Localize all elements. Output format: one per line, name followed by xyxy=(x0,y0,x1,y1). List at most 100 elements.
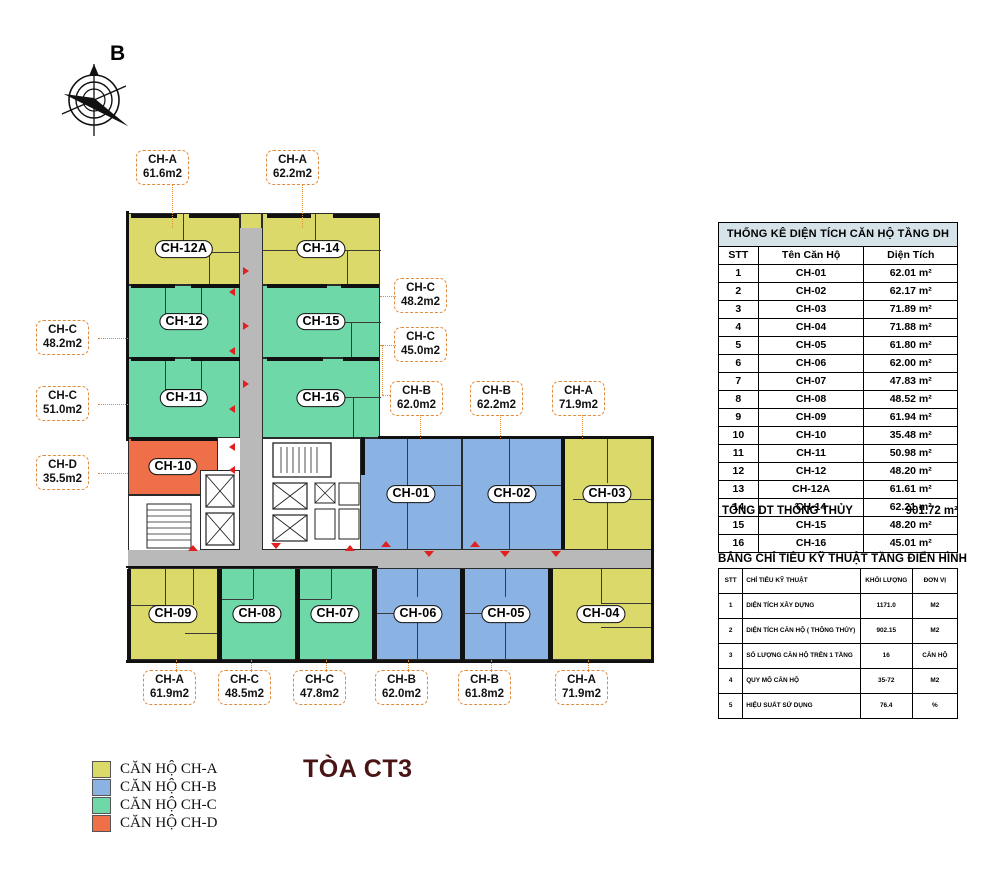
cell-area: 62.17 m² xyxy=(863,282,958,301)
callout-area: 61.9m2 xyxy=(150,688,190,701)
callout-type: CH-B xyxy=(402,385,431,397)
callout-area: 62.0m2 xyxy=(382,688,422,701)
callout-area: 45.0m2 xyxy=(401,345,441,358)
cell-qty: 35-72 xyxy=(859,668,913,694)
callout-area: 61.6m2 xyxy=(143,168,183,181)
callout-area: 61.8m2 xyxy=(465,688,505,701)
cell-stt: 3 xyxy=(717,643,744,669)
unit-CH-15[interactable]: CH-15 xyxy=(262,284,381,359)
cell-stt: 1 xyxy=(718,264,759,283)
callout-CH-11: CH-C 51.0m2 xyxy=(36,386,90,421)
cell-stt: 8 xyxy=(718,390,759,409)
legend-item: CĂN HỘ CH-D xyxy=(92,814,218,832)
unit-label: CH-05 xyxy=(481,605,531,623)
cell-name: CH-15 xyxy=(757,516,865,535)
unit-CH-04[interactable]: CH-04 xyxy=(548,568,653,661)
cell-name: CH-07 xyxy=(757,372,865,391)
table-row: 16 CH-16 45.01 m² xyxy=(718,534,958,553)
unit-CH-16[interactable]: CH-16 xyxy=(262,357,381,439)
area-table-body: 1 CH-01 62.01 m² 2 CH-02 62.17 m² 3 CH-03 71.89 … xyxy=(718,264,958,553)
unit-label: CH-12 xyxy=(159,312,209,331)
cell-criteria: QUY MÔ CĂN HỘ xyxy=(742,668,861,694)
unit-CH-11[interactable]: CH-11 xyxy=(128,357,241,438)
unit-CH-12A[interactable]: CH-12A xyxy=(128,213,241,286)
unit-CH-06[interactable]: CH-06 xyxy=(372,568,462,661)
compass-icon xyxy=(61,64,128,136)
cell-stt: 1 xyxy=(717,593,744,619)
spec-header-stt: STT xyxy=(717,568,744,594)
cell-qty: 1171.0 xyxy=(859,593,913,619)
cell-stt: 2 xyxy=(717,618,744,644)
legend-swatch xyxy=(92,814,111,832)
cell-area: 48.52 m² xyxy=(863,390,958,409)
area-statistics-table: THỐNG KÊ DIỆN TÍCH CĂN HỘ TẦNG DH STT Tê… xyxy=(718,222,958,553)
cell-unit: M2 xyxy=(911,618,959,644)
cell-name: CH-08 xyxy=(757,390,865,409)
cell-stt: 16 xyxy=(718,534,759,553)
callout-type: CH-A xyxy=(567,674,596,686)
callout-CH-14: CH-A 62.2m2 xyxy=(266,150,320,185)
unit-CH-07[interactable]: CH-07 xyxy=(295,568,374,661)
unit-CH-12[interactable]: CH-12 xyxy=(128,284,241,358)
unit-CH-08[interactable]: CH-08 xyxy=(217,568,296,661)
unit-CH-09[interactable]: CH-09 xyxy=(127,568,219,661)
door-marker xyxy=(188,545,198,551)
corridor-horizontal xyxy=(128,550,652,568)
callout-CH-08: CH-C 48.5m2 xyxy=(218,670,272,705)
unit-label: CH-15 xyxy=(296,312,346,331)
cell-name: CH-16 xyxy=(757,534,865,553)
callout-type: CH-A xyxy=(148,154,177,166)
unit-CH-02[interactable]: CH-02 xyxy=(462,438,563,551)
compass-rose: B xyxy=(58,42,138,138)
door-marker xyxy=(345,545,355,551)
cell-unit: % xyxy=(911,693,959,719)
unit-CH-03[interactable]: CH-03 xyxy=(561,437,653,551)
cell-stt: 5 xyxy=(718,336,759,355)
table-row: 3 SỐ LƯỢNG CĂN HỘ TRÊN 1 TẦNG 16 CĂN HỘ xyxy=(717,643,959,669)
spec-table: STT CHỈ TIÊU KỸ THUẬT KHỐI LƯỢNG ĐƠN VỊ … xyxy=(717,568,959,719)
cell-stt: 7 xyxy=(718,372,759,391)
callout-type: CH-A xyxy=(564,385,593,397)
door-marker xyxy=(243,380,249,388)
stairs-icon xyxy=(146,503,192,549)
table-row: 12 CH-12 48.20 m² xyxy=(718,462,958,481)
table-row: 5 HIỆU SUẤT SỬ DỤNG 76.4% xyxy=(717,693,959,719)
callout-CH-01: CH-B 62.0m2 xyxy=(390,381,444,416)
cell-stt: 9 xyxy=(718,408,759,427)
cell-area: 35.48 m² xyxy=(863,426,958,445)
elevator-icon xyxy=(205,474,235,546)
cell-name: CH-02 xyxy=(757,282,865,301)
table-row: 8 CH-08 48.52 m² xyxy=(718,390,958,409)
unit-CH-14[interactable]: CH-14 xyxy=(262,213,381,286)
unit-label: CH-03 xyxy=(582,485,632,503)
cell-name: CH-06 xyxy=(757,354,865,373)
table-row: 7 CH-07 47.83 m² xyxy=(718,372,958,391)
corridor-vertical xyxy=(240,228,262,550)
cell-qty: 76.4 xyxy=(859,693,913,719)
legend-swatch xyxy=(92,778,111,796)
unit-CH-05[interactable]: CH-05 xyxy=(460,568,550,661)
cell-stt: 12 xyxy=(718,462,759,481)
cell-area: 62.00 m² xyxy=(863,354,958,373)
callout-CH-05: CH-B 61.8m2 xyxy=(458,670,512,705)
unit-label: CH-06 xyxy=(393,605,443,623)
legend-swatch xyxy=(92,796,111,814)
cell-criteria: SỐ LƯỢNG CĂN HỘ TRÊN 1 TẦNG xyxy=(742,643,861,669)
callout-CH-04: CH-A 71.9m2 xyxy=(555,670,609,705)
table-row: 2 DIỆN TÍCH CĂN HỘ ( THÔNG THỦY) 902.15 M2 xyxy=(717,618,959,644)
door-marker xyxy=(500,551,510,557)
cell-criteria: DIỆN TÍCH CĂN HỘ ( THÔNG THỦY) xyxy=(742,618,861,644)
core-icon xyxy=(272,442,360,542)
spec-table-title: BẢNG CHỈ TIÊU KỸ THUẬT TẦNG ĐIỂN HÌNH xyxy=(718,553,968,565)
cell-name: CH-10 xyxy=(757,426,865,445)
callout-CH-12: CH-C 48.2m2 xyxy=(36,320,90,355)
callout-area: 62.2m2 xyxy=(477,399,517,412)
table-row: 6 CH-06 62.00 m² xyxy=(718,354,958,373)
cell-area: 71.88 m² xyxy=(863,318,958,337)
cell-stt: 6 xyxy=(718,354,759,373)
unit-label: CH-04 xyxy=(576,605,626,623)
page-title: TÒA CT3 xyxy=(303,755,413,783)
cell-name: CH-09 xyxy=(757,408,865,427)
building-core xyxy=(262,438,370,550)
unit-CH-01[interactable]: CH-01 xyxy=(360,437,463,551)
